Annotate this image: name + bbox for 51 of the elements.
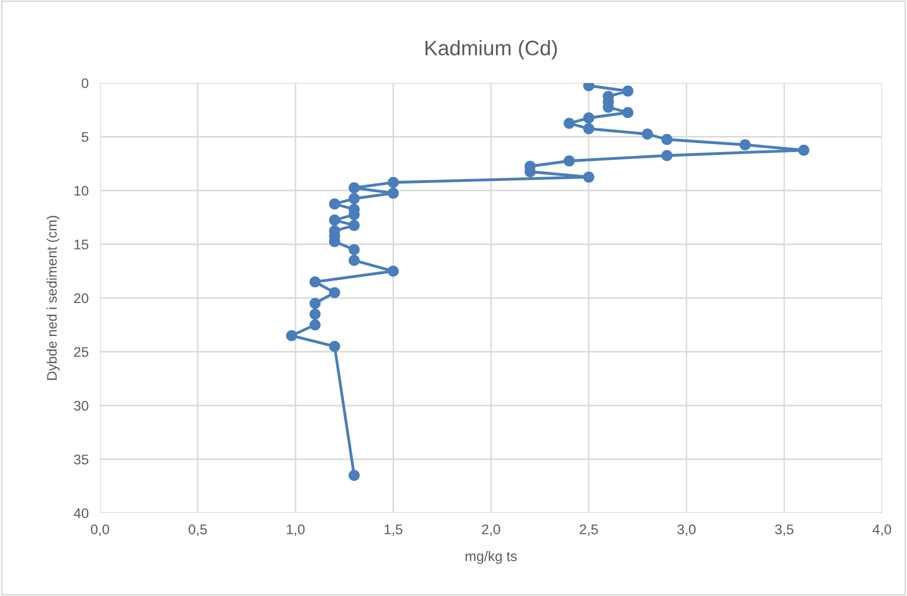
y-axis-title: Dybde ned i sediment (cm) [46,216,60,380]
point [622,86,634,97]
point [388,176,399,188]
point [583,172,594,183]
y-tick-label: 20 [74,293,88,304]
point [564,118,575,129]
point [388,266,399,277]
y-tick-label: 35 [74,454,88,464]
point [329,340,340,352]
x-tick-label: 4,0 [872,524,892,536]
point [348,470,360,481]
point [564,155,575,166]
point [661,150,673,162]
point [583,123,594,134]
point [309,276,321,288]
point [348,193,360,204]
point [348,244,360,256]
y-tick-label: 30 [74,400,88,411]
y-tick-label: 40 [74,508,88,518]
y-tick-label: 15 [74,240,88,250]
y-tick-label: 0 [82,78,88,88]
x-axis-title: mg/kg ts [466,550,517,564]
point [798,144,810,156]
point [740,139,751,150]
point [661,134,673,145]
point [388,188,399,199]
y-tick-label: 5 [82,132,88,142]
point [329,287,340,298]
point [348,182,360,194]
y-tick-label: 10 [74,186,88,196]
point [329,214,340,226]
x-tick-label: 2,0 [482,524,500,536]
x-tick-label: 1,0 [286,524,305,536]
point [286,330,298,342]
point [309,319,321,330]
point [622,107,634,118]
point [348,254,360,266]
point [309,298,321,309]
chart-title: Kadmium (Cd) [426,40,557,60]
y-tick-label: 25 [74,347,88,357]
point [642,128,653,140]
point [583,112,594,124]
x-tick-label: 1,5 [384,524,402,536]
x-tick-label: 3,5 [775,524,794,536]
point [348,220,360,231]
point [329,198,340,210]
x-tick-label: 0,0 [90,524,110,536]
x-tick-label: 0,5 [188,524,207,536]
x-tick-label: 3,0 [677,524,696,536]
x-tick-label: 2,5 [580,524,598,536]
point [309,308,321,320]
